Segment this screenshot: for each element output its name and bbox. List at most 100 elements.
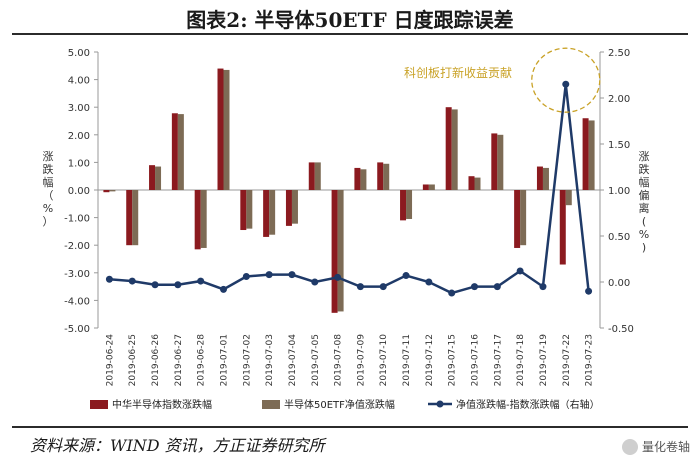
x-tick-label: 2019-06-24 [105,334,115,387]
etf-bar [565,190,572,206]
title-divider [12,33,688,35]
index-bar [285,190,292,226]
wechat-icon [621,438,638,455]
tracking-point [402,272,410,280]
tracking-point [265,271,273,279]
etf-bar [200,190,207,248]
left-tick-label: -4.00 [64,296,90,307]
etf-bar [542,167,549,190]
tracking-point [493,283,501,291]
left-tick-label: 5.00 [68,48,90,59]
etf-bar [451,109,458,190]
etf-bar [223,69,230,190]
left-tick-label: 4.00 [68,76,90,87]
index-bar [559,190,566,265]
index-bar [308,162,315,190]
x-tick-label: 2019-07-15 [448,334,458,386]
index-bar [468,176,475,190]
source-divider [12,426,688,428]
index-bar [536,166,543,190]
source-note: 资料来源：WIND 资讯，方正证券研究所 [30,436,325,455]
left-tick-label: -5.00 [64,324,90,335]
x-tick-label: 2019-07-17 [493,334,503,386]
etf-bar [155,166,162,190]
x-tick-label: 2019-07-23 [585,334,595,386]
etf-bar [474,177,481,190]
x-tick-label: 2019-06-28 [197,334,207,387]
left-tick-label: 3.00 [68,103,90,114]
index-bar [331,190,338,313]
index-bar [514,190,521,248]
annotation-circle [531,47,601,113]
x-tick-label: 2019-07-22 [562,334,572,386]
index-bar [103,190,110,193]
index-bar [377,162,384,190]
index-bar [217,68,224,190]
x-tick-label: 2019-07-08 [334,334,344,387]
tracking-point [288,271,296,279]
etf-bar [497,134,504,190]
title-bar: 图表2: 半导体50ETF 日度跟踪误差 [0,0,700,36]
left-tick-label: 0.00 [68,186,90,197]
tracking-point [562,80,570,88]
x-tick-label: 2019-06-26 [151,334,161,387]
x-tick-label: 2019-07-03 [265,334,275,386]
etf-bar [269,190,276,235]
chart-area: 5.00 4.00 3.00 2.00 1.00 0.00 -1.00 -2.00 -3.00 -… [43,47,650,411]
etf-bar [383,163,390,190]
index-bar [491,133,498,190]
etf-bar [314,162,321,190]
legend-label-tracking: 净值涨跌幅-指数涨跌幅（右轴） [456,398,600,411]
etf-bar [520,190,527,246]
x-tick-label: 2019-07-09 [356,334,366,387]
right-tick-label: 1.00 [608,186,630,197]
right-tick-label: 2.50 [608,48,630,59]
etf-bar [246,190,253,229]
x-tick-label: 2019-07-19 [539,334,549,387]
etf-bar [360,169,367,190]
x-tick-label: 2019-06-27 [174,334,184,386]
right-tick-label: 2.00 [608,94,630,105]
left-tick-label: -2.00 [64,241,90,252]
tracking-error-line [109,84,590,295]
right-tick-label: -0.50 [608,324,634,335]
left-tick-label: 1.00 [68,158,90,169]
index-bar [422,184,429,190]
tracking-point [197,277,205,285]
index-bar [582,118,589,190]
left-tick-label: -3.00 [64,269,90,280]
index-bar [126,190,133,246]
tracking-point [334,273,342,281]
right-tick-label: 1.50 [608,140,630,151]
etf-bar [337,190,344,312]
tracking-point [242,272,250,280]
tracking-point [448,289,456,297]
watermark-label: 量化卷轴 [641,440,690,454]
tracking-point [128,277,136,285]
right-tick-label: 0.00 [608,278,630,289]
right-axis-title: 涨跌幅偏离(%) [639,150,650,254]
etf-bar [291,190,298,224]
tracking-point [105,275,113,283]
x-tick-label: 2019-07-11 [402,334,412,386]
tracking-point [539,283,547,291]
tracking-point [311,278,319,286]
watermark: 量化卷轴 [621,438,690,455]
left-tick-label: 2.00 [68,131,90,142]
x-tick-label: 2019-07-12 [425,334,435,386]
etf-bar [428,184,435,190]
tracking-point [516,267,524,275]
left-axis-title: 涨跌幅（%） [43,150,54,228]
index-bar [171,113,178,190]
x-tick-label: 2019-07-10 [379,334,389,387]
index-bar [240,190,247,231]
left-tick-label: -1.00 [64,214,90,225]
index-bar [354,167,361,190]
legend-marker-tracking [436,400,444,408]
tracking-point [379,283,387,291]
etf-bar [109,190,116,192]
page-title: 图表2: 半导体50ETF 日度跟踪误差 [186,8,514,32]
index-bar [400,190,407,221]
x-tick-label: 2019-07-05 [311,334,321,386]
tracking-point [174,281,182,289]
